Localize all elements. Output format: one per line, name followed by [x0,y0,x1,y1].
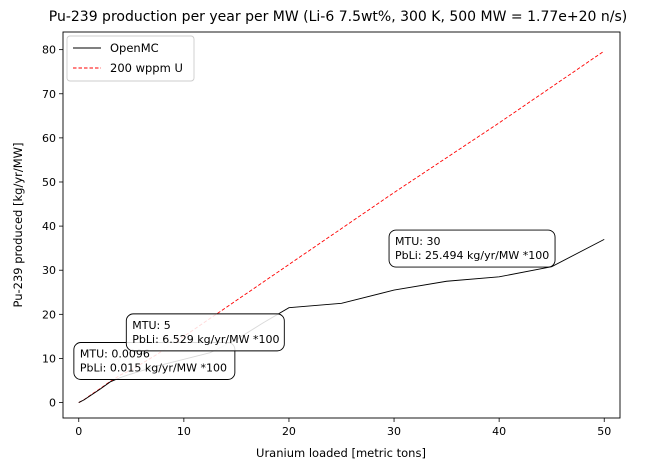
x-tick-label: 40 [492,425,506,438]
legend-entry-200-wppm-u: 200 wppm U [110,61,183,75]
y-tick-label: 80 [42,44,56,57]
annotation-pbli-text: PbLi: 0.015 kg/yr/MW *100 [80,362,227,375]
y-tick-label: 10 [42,352,56,365]
y-axis-label: Pu-239 produced [kg/yr/MW] [11,142,25,307]
y-tick-label: 20 [42,308,56,321]
y-tick-label: 30 [42,264,56,277]
axis-ticks: 0 10 20 30 40 50 0 10 20 30 40 50 60 70 80 [42,44,611,438]
legend: OpenMC 200 wppm U [66,35,195,82]
annotation-box [388,229,556,268]
chart-title: Pu-239 production per year per MW (Li-6 … [49,9,627,25]
legend-entry-openmc: OpenMC [110,41,159,55]
x-tick-label: 20 [282,425,296,438]
y-tick-label: 60 [42,132,56,145]
axes-frame [62,31,621,419]
y-tick-label: 40 [42,220,56,233]
annotation-box [125,313,285,352]
x-tick-label: 30 [387,425,401,438]
y-tick-label: 70 [42,88,56,101]
annotation-mtu-text: MTU: 5 [132,319,170,332]
annotation-pbli-text: PbLi: 6.529 kg/yr/MW *100 [132,333,279,346]
annotation-pbli-text: PbLi: 25.494 kg/yr/MW *100 [395,249,549,262]
legend-box [66,35,195,82]
x-axis-label: Uranium loaded [metric tons] [256,446,426,460]
y-tick-label: 0 [49,397,56,410]
annotation-mtu-text: MTU: 30 [395,235,440,248]
y-tick-label: 50 [42,176,56,189]
x-tick-label: 10 [177,425,191,438]
x-tick-label: 50 [597,425,611,438]
x-tick-label: 0 [75,425,82,438]
